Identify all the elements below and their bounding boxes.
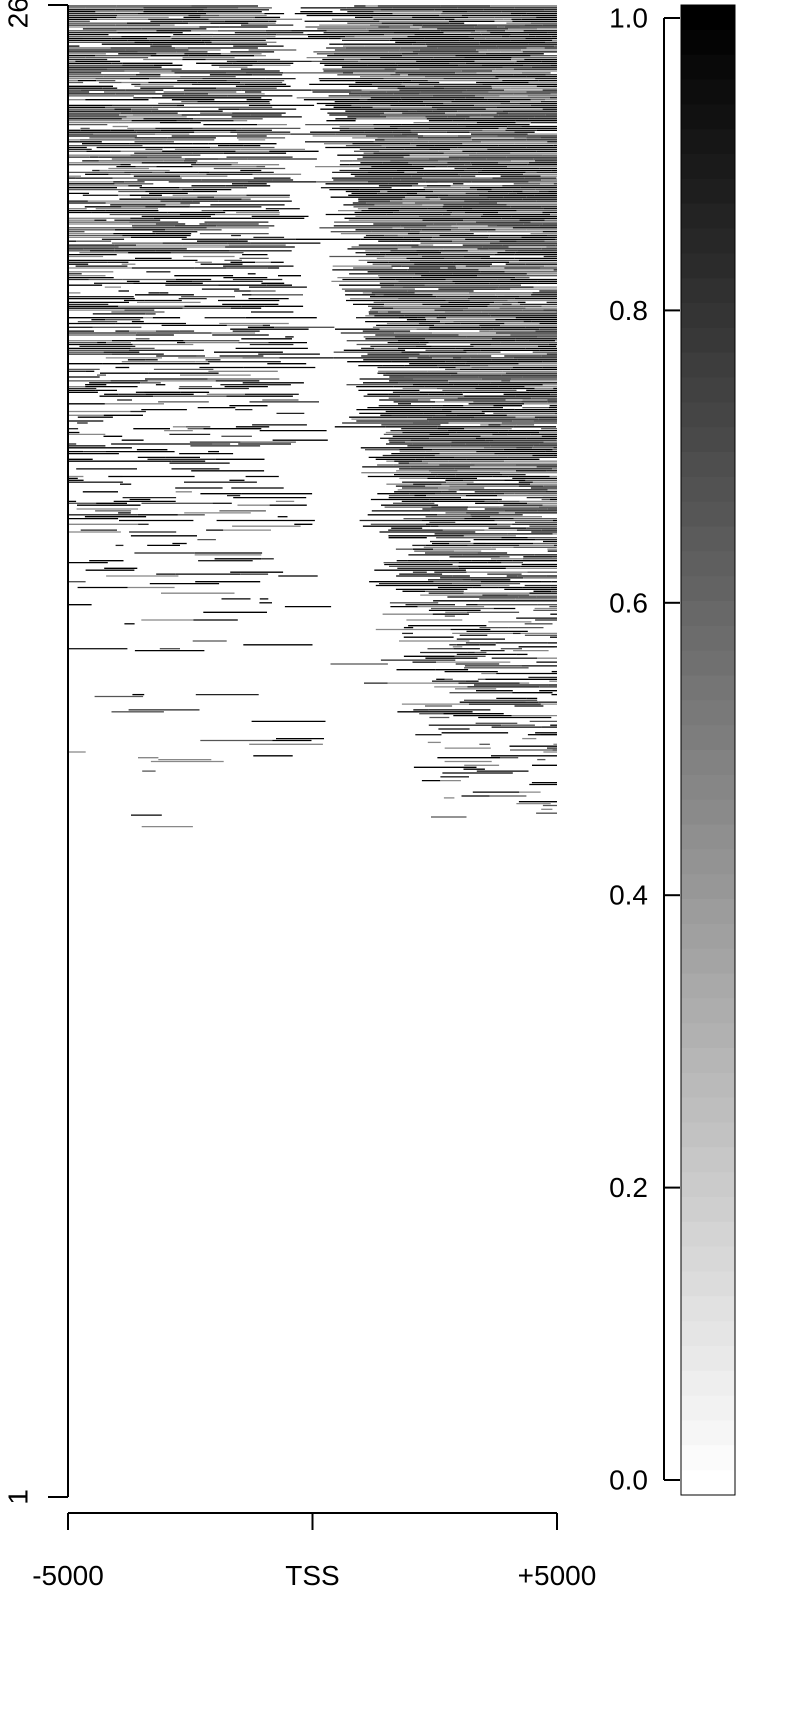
colorbar-step [681, 849, 735, 875]
colorbar-step [681, 576, 735, 602]
colorbar-step [681, 1072, 735, 1099]
x-tick-label: -5000 [32, 1560, 104, 1591]
colorbar-tick-label: 0.6 [609, 587, 648, 618]
colorbar-step [681, 203, 735, 230]
colorbar-steps [681, 5, 735, 1496]
colorbar-step [681, 899, 735, 925]
colorbar-tick-label: 1.0 [609, 3, 648, 34]
colorbar-step [681, 675, 735, 701]
colorbar-step [681, 874, 735, 900]
colorbar: 0.0 0.2 0.4 0.6 0.8 1.0 [609, 3, 736, 1496]
colorbar-tick-label: 0.0 [609, 1465, 648, 1496]
colorbar-step [681, 1023, 735, 1049]
colorbar-step [681, 452, 735, 478]
colorbar-tick-label: 0.8 [609, 295, 648, 326]
colorbar-tick-label: 0.2 [609, 1172, 648, 1203]
colorbar-step [681, 1048, 735, 1074]
y-axis: 1 260 [3, 0, 69, 1505]
colorbar-step [681, 1420, 735, 1446]
colorbar-step [681, 625, 735, 652]
colorbar-step [681, 129, 735, 155]
colorbar-step [681, 650, 735, 677]
y-tick-label: 1 [3, 1489, 34, 1505]
colorbar-step [681, 551, 735, 577]
colorbar-step [681, 526, 735, 552]
colorbar-step [681, 1172, 735, 1198]
colorbar-tick-label: 0.4 [609, 880, 648, 911]
colorbar-step [681, 1370, 735, 1397]
colorbar-step [681, 327, 735, 354]
colorbar-step [681, 1470, 735, 1496]
colorbar-step [681, 29, 735, 56]
colorbar-step [681, 1197, 735, 1223]
colorbar-step [681, 1321, 735, 1347]
colorbar-step [681, 402, 735, 428]
x-axis: -5000 TSS +5000 [32, 1512, 597, 1591]
colorbar-step [681, 1271, 735, 1297]
heatmap-background [68, 5, 557, 1497]
colorbar-step [681, 824, 735, 850]
colorbar-step [681, 799, 735, 826]
colorbar-step [681, 774, 735, 801]
colorbar-step [681, 352, 735, 379]
colorbar-axis: 0.0 0.2 0.4 0.6 0.8 1.0 [609, 3, 680, 1496]
colorbar-step [681, 104, 735, 130]
colorbar-step [681, 377, 735, 403]
colorbar-step [681, 601, 735, 627]
colorbar-border [680, 4, 736, 1496]
colorbar-step [681, 427, 735, 453]
colorbar-step [681, 253, 735, 279]
colorbar-step [681, 948, 735, 975]
colorbar-step [681, 1097, 735, 1124]
colorbar-step [681, 54, 735, 81]
colorbar-step [681, 178, 735, 205]
colorbar-step [681, 303, 735, 329]
colorbar-step [681, 1346, 735, 1372]
x-tick-label: TSS [285, 1560, 339, 1591]
colorbar-step [681, 700, 735, 726]
colorbar-step [681, 1147, 735, 1173]
colorbar-step [681, 501, 735, 528]
colorbar-step [681, 154, 735, 180]
colorbar-step [681, 1395, 735, 1422]
colorbar-step [681, 1445, 735, 1471]
colorbar-step [681, 725, 735, 751]
colorbar-step [681, 1246, 735, 1273]
colorbar-step [681, 1221, 735, 1248]
heatmap-rows [68, 5, 557, 828]
colorbar-step [681, 476, 735, 503]
colorbar-step [681, 973, 735, 999]
colorbar-step [681, 750, 735, 776]
colorbar-step [681, 278, 735, 304]
colorbar-step [681, 923, 735, 950]
x-tick-label: +5000 [518, 1560, 597, 1591]
colorbar-step [681, 1296, 735, 1322]
y-tick-label: 260 [3, 0, 34, 28]
colorbar-step [681, 228, 735, 254]
colorbar-step [681, 1122, 735, 1148]
colorbar-step [681, 5, 735, 31]
colorbar-step [681, 79, 735, 105]
heatmap-panel [68, 5, 557, 1497]
colorbar-step [681, 998, 735, 1024]
